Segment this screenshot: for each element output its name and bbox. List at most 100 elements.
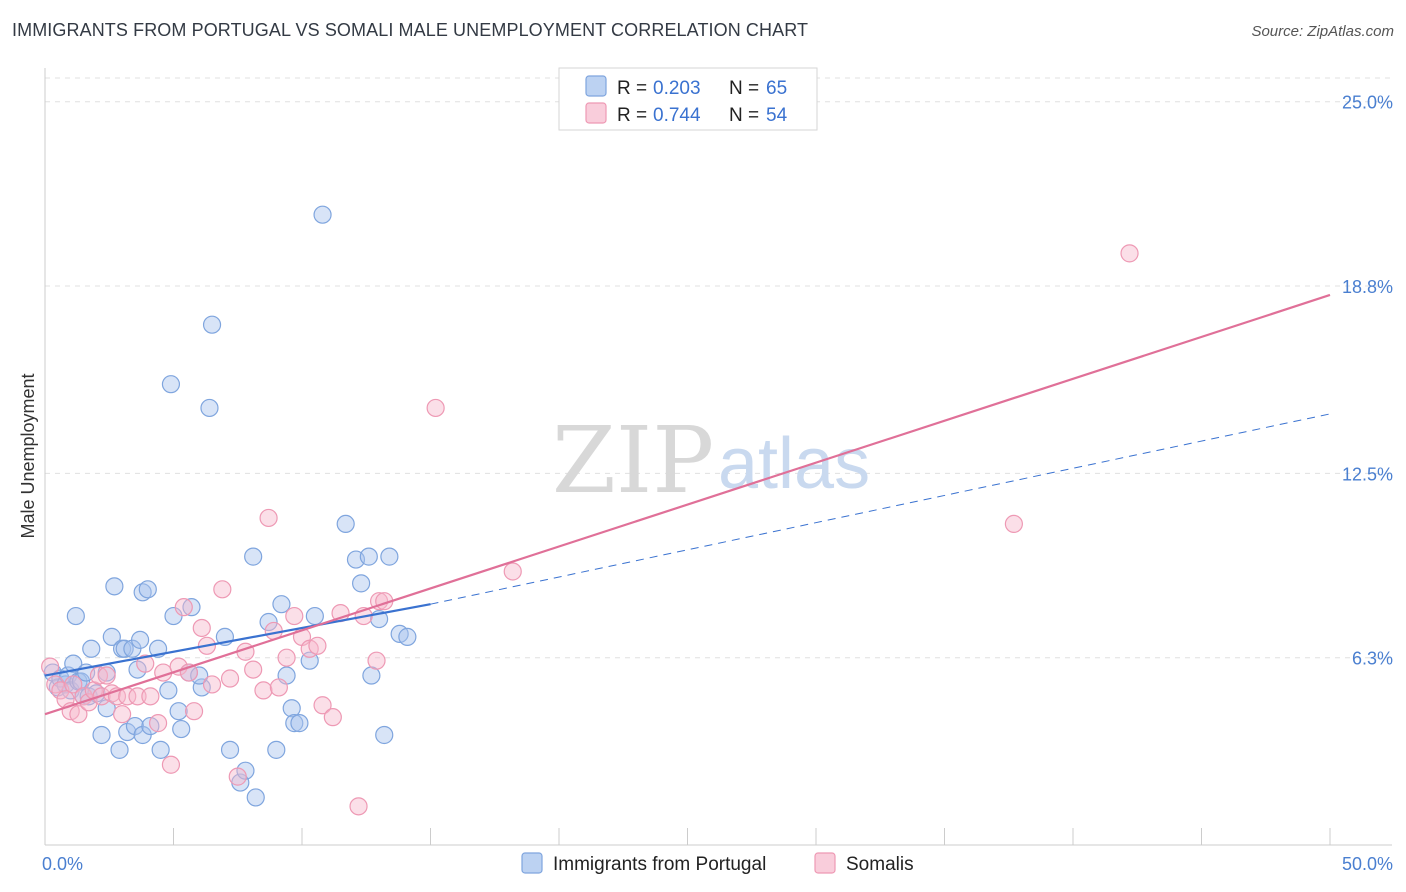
somali-point: [213, 580, 232, 599]
legend-n-value-2: 54: [766, 105, 788, 126]
portugal-point: [66, 606, 85, 626]
portugal-point: [169, 702, 188, 721]
portugal-point: [182, 598, 201, 617]
somali-trend-line: [44, 293, 1331, 716]
somali-point: [161, 755, 181, 774]
portugal-point: [259, 612, 278, 632]
somali-point: [313, 696, 332, 715]
somali-point: [349, 797, 368, 816]
somali-point: [192, 618, 211, 638]
legend-top-swatch-pink: [585, 102, 607, 124]
somali-point: [220, 669, 240, 688]
axis-layer: 6.3% 12.5% 18.8% 25.0% 0.0% 50.0%: [42, 68, 1393, 874]
portugal-point: [398, 627, 417, 646]
y-tick-label: 18.8%: [1342, 277, 1393, 297]
somali-point: [69, 705, 88, 724]
somali-point: [367, 651, 386, 670]
x-tick-label: 50.0%: [1342, 854, 1393, 874]
legend-r-value-1: 0.203: [653, 78, 701, 99]
portugal-trend-line: [44, 603, 431, 677]
portugal-point: [336, 514, 355, 534]
portugal-point: [64, 654, 83, 673]
grid-layer: [45, 77, 1392, 659]
somali-point: [277, 648, 296, 667]
portugal-point: [290, 714, 309, 733]
points-layer: [41, 205, 1139, 816]
portugal-point: [92, 725, 111, 745]
portugal-point: [352, 574, 371, 593]
portugal-point: [313, 205, 332, 224]
portugal-point: [110, 740, 129, 759]
portugal-point: [220, 740, 240, 759]
legend-r-value-2: 0.744: [653, 105, 701, 126]
x-tick-label: 0.0%: [42, 854, 83, 874]
somali-point: [426, 398, 445, 418]
somali-point: [141, 687, 160, 706]
legend-bottom: Immigrants from Portugal Somalis: [521, 852, 914, 875]
legend-bottom-swatch-blue: [521, 852, 543, 874]
legend-top: R = 0.203 N = 65 R = 0.744 N = 54: [558, 67, 818, 131]
portugal-point: [244, 547, 263, 566]
somali-point: [503, 562, 522, 581]
portugal-point: [115, 639, 134, 658]
portugal-point: [202, 315, 222, 334]
portugal-point: [285, 714, 304, 733]
portugal-point: [105, 577, 124, 596]
legend-n-value-1: 65: [766, 78, 787, 99]
portugal-point: [272, 595, 291, 614]
somali-point: [128, 687, 147, 706]
portugal-point: [267, 740, 286, 759]
watermark-zip: ZIP: [552, 407, 714, 514]
somali-point: [1120, 244, 1139, 263]
chart-title: IMMIGRANTS FROM PORTUGAL VS SOMALI MALE …: [12, 20, 809, 40]
somali-point: [308, 636, 327, 655]
somali-point: [323, 708, 342, 727]
somali-point: [148, 714, 168, 733]
legend-bottom-swatch-pink: [814, 852, 836, 874]
portugal-point: [305, 606, 324, 626]
y-tick-label: 25.0%: [1342, 93, 1393, 113]
portugal-point: [380, 547, 399, 566]
portugal-point: [102, 627, 121, 646]
portugal-point: [375, 725, 394, 745]
legend-bottom-label-somalis: Somalis: [846, 854, 914, 875]
somali-point: [89, 666, 109, 685]
somali-point: [112, 705, 132, 724]
somali-point: [64, 675, 83, 694]
y-axis-title: Male Unemployment: [18, 373, 38, 538]
source-credit: Source: ZipAtlas.com: [1251, 23, 1394, 40]
portugal-point: [151, 740, 170, 759]
trend-layer: [44, 293, 1331, 716]
portugal-point: [246, 788, 265, 807]
portugal-point: [82, 639, 101, 658]
portugal-point: [133, 583, 152, 602]
legend-top-swatch-blue: [585, 75, 607, 97]
somali-point: [244, 660, 263, 679]
y-tick-label: 6.3%: [1352, 649, 1393, 669]
somali-point: [285, 606, 304, 626]
watermark-atlas: atlas: [718, 424, 870, 504]
legend-n-label-2: N =: [729, 105, 759, 126]
portugal-point: [190, 666, 209, 685]
somali-point: [202, 675, 222, 694]
legend-bottom-label-portugal: Immigrants from Portugal: [553, 854, 766, 875]
somali-point: [174, 598, 193, 617]
legend-r-label-2: R =: [617, 105, 647, 126]
somali-point: [254, 681, 273, 700]
portugal-point: [161, 375, 181, 394]
somali-point: [136, 654, 155, 673]
somali-point: [1004, 514, 1023, 534]
somali-point: [269, 678, 288, 697]
portugal-point: [359, 547, 378, 566]
somali-point: [228, 767, 247, 786]
portugal-point: [138, 580, 157, 599]
somali-point: [184, 702, 204, 721]
somali-point: [97, 666, 116, 685]
legend-r-label-1: R =: [617, 78, 647, 99]
portugal-point: [192, 678, 211, 697]
legend-n-label-1: N =: [729, 78, 759, 99]
portugal-point: [172, 719, 191, 739]
portugal-point: [200, 398, 219, 418]
portugal-point: [130, 630, 150, 649]
